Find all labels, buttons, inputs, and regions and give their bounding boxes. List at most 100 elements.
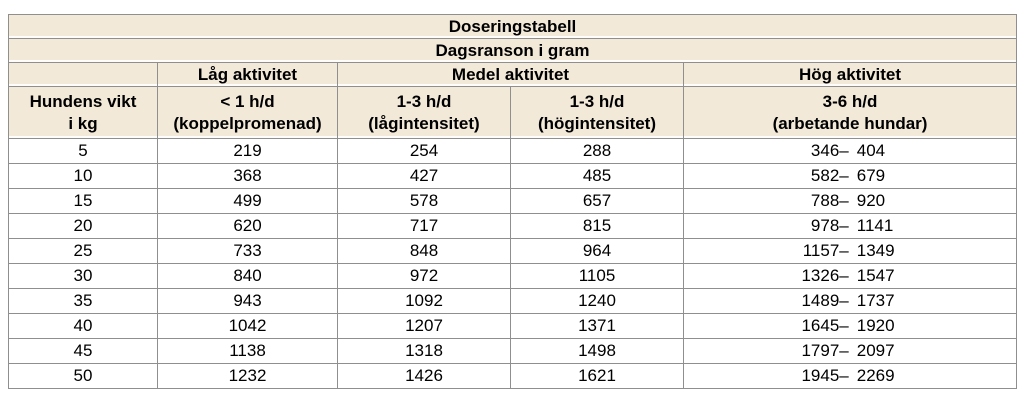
column-header-low: < 1 h/d (koppelpromenad) [157, 86, 338, 139]
weight-header-line1: Hundens vikt [29, 92, 137, 112]
range-min: 1489 [801, 291, 840, 311]
low-activity-value-cell: 943 [157, 288, 338, 314]
medium-low-value-cell: 972 [337, 263, 511, 289]
medium-low-value-cell: 1426 [337, 363, 511, 389]
high-activity-range-cell: 1945– 2269 [682, 363, 1018, 389]
range-dash: – [839, 291, 849, 311]
table-row: 10 368 427 485 582– 679 [8, 163, 1018, 189]
range-dash: – [839, 216, 849, 236]
high-activity-range: 978– 1141 [799, 215, 900, 236]
low-activity-value-cell: 840 [157, 263, 338, 289]
medium-low-value-cell: 1207 [337, 313, 511, 339]
weight-cell: 30 [8, 263, 158, 289]
activity-header-medium: Medel aktivitet [337, 62, 684, 87]
high-activity-range-cell: 1326– 1547 [682, 263, 1018, 289]
table-row: 30 840 972 1105 1326– 1547 [8, 263, 1018, 289]
medium-low-value-cell: 427 [337, 163, 511, 189]
header-rows: Doseringstabell Dagsranson i gram Låg ak… [7, 14, 1018, 139]
high-activity-range: 1945– 2269 [799, 365, 900, 386]
high-activity-range-cell: 582– 679 [682, 163, 1018, 189]
activity-header-row: Låg aktivitet Medel aktivitet Hög aktivi… [8, 62, 1018, 87]
range-max: 1349 [856, 241, 895, 261]
range-max: 2269 [856, 366, 895, 386]
high-activity-range-cell: 788– 920 [682, 188, 1018, 214]
range-min: 1645 [801, 316, 840, 336]
weight-header-line2: i kg [68, 113, 98, 133]
range-dash: – [839, 316, 849, 336]
medium-low-value-cell: 1318 [337, 338, 511, 364]
low-header-line1: < 1 h/d [220, 92, 275, 112]
range-min: 1326 [801, 266, 840, 286]
high-activity-range-cell: 1157– 1349 [682, 238, 1018, 264]
medium-high-header-line2: (högintensitet) [537, 113, 657, 133]
column-header-medium-high: 1-3 h/d (högintensitet) [510, 86, 684, 139]
low-activity-value-cell: 620 [157, 213, 338, 239]
medium-high-value-cell: 657 [510, 188, 684, 214]
table-row: 20 620 717 815 978– 1141 [8, 213, 1018, 239]
column-header-row: Hundens vikt i kg < 1 h/d (koppelpromena… [8, 86, 1018, 139]
high-activity-range: 582– 679 [799, 165, 900, 186]
medium-low-value-cell: 1092 [337, 288, 511, 314]
high-activity-range: 1157– 1349 [799, 240, 900, 261]
high-header-line1: 3-6 h/d [822, 92, 878, 112]
high-activity-range: 1489– 1737 [799, 290, 900, 311]
range-min: 346 [810, 141, 840, 161]
medium-high-value-cell: 964 [510, 238, 684, 264]
low-activity-value-cell: 1232 [157, 363, 338, 389]
medium-low-value-cell: 848 [337, 238, 511, 264]
range-min: 788 [810, 191, 840, 211]
high-activity-range: 1797– 2097 [799, 340, 900, 361]
range-max: 404 [856, 141, 886, 161]
high-activity-range-cell: 978– 1141 [682, 213, 1018, 239]
range-dash: – [839, 191, 849, 211]
table-subtitle: Dagsranson i gram [7, 38, 1018, 63]
range-dash: – [839, 241, 849, 261]
subtitle-row: Dagsranson i gram [7, 38, 1018, 63]
table-title: Doseringstabell [7, 14, 1018, 39]
high-activity-range: 346– 404 [799, 140, 900, 161]
medium-high-value-cell: 1498 [510, 338, 684, 364]
weight-cell: 10 [8, 163, 158, 189]
activity-header-empty [8, 62, 158, 87]
low-header-line2: (koppelpromenad) [173, 113, 322, 133]
range-dash: – [839, 141, 849, 161]
range-dash: – [839, 366, 849, 386]
range-min: 978 [810, 216, 840, 236]
activity-header-high: Hög aktivitet [682, 62, 1018, 87]
range-min: 582 [810, 166, 840, 186]
range-dash: – [839, 166, 849, 186]
table-row: 40 1042 1207 1371 1645– 1920 [8, 313, 1018, 339]
column-header-weight: Hundens vikt i kg [8, 86, 158, 139]
low-activity-value-cell: 499 [157, 188, 338, 214]
medium-low-value-cell: 578 [337, 188, 511, 214]
weight-cell: 35 [8, 288, 158, 314]
medium-low-value-cell: 254 [337, 138, 511, 164]
low-activity-value-cell: 733 [157, 238, 338, 264]
medium-high-value-cell: 1240 [510, 288, 684, 314]
low-activity-value-cell: 219 [157, 138, 338, 164]
range-max: 1920 [856, 316, 895, 336]
weight-cell: 5 [8, 138, 158, 164]
range-max: 1737 [856, 291, 895, 311]
medium-high-value-cell: 485 [510, 163, 684, 189]
high-activity-range-cell: 1645– 1920 [682, 313, 1018, 339]
medium-high-value-cell: 1621 [510, 363, 684, 389]
medium-high-value-cell: 815 [510, 213, 684, 239]
high-activity-range-cell: 1797– 2097 [682, 338, 1018, 364]
medium-high-header-line1: 1-3 h/d [569, 92, 625, 112]
weight-cell: 20 [8, 213, 158, 239]
weight-cell: 45 [8, 338, 158, 364]
high-activity-range: 1326– 1547 [799, 265, 900, 286]
table-row: 15 499 578 657 788– 920 [8, 188, 1018, 214]
range-dash: – [839, 341, 849, 361]
weight-cell: 50 [8, 363, 158, 389]
table-row: 50 1232 1426 1621 1945– 2269 [8, 363, 1018, 389]
range-min: 1797 [801, 341, 840, 361]
medium-high-value-cell: 1105 [510, 263, 684, 289]
range-max: 679 [856, 166, 886, 186]
column-header-high: 3-6 h/d (arbetande hundar) [682, 86, 1018, 139]
column-header-medium-low: 1-3 h/d (lågintensitet) [337, 86, 511, 139]
low-activity-value-cell: 1138 [157, 338, 338, 364]
high-header-line2: (arbetande hundar) [772, 113, 928, 133]
high-activity-range-cell: 1489– 1737 [682, 288, 1018, 314]
